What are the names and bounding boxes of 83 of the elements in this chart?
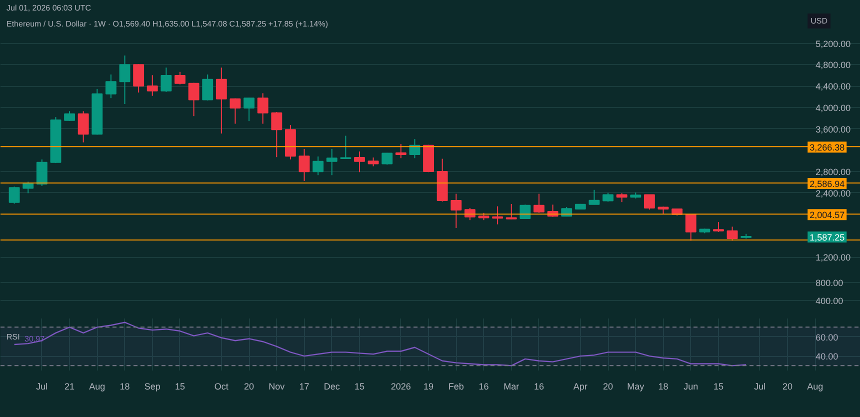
candlestick (506, 204, 517, 220)
candlestick (216, 67, 227, 134)
candlestick (244, 97, 255, 122)
candlestick (713, 222, 724, 232)
x-tick-label: Apr (573, 382, 588, 392)
ref-line-label: 2,004.57 (810, 210, 845, 220)
candlestick (36, 158, 48, 186)
candlestick (64, 110, 76, 122)
x-tick-label: Dec (324, 382, 340, 392)
y-tick-label: 1,200.00 (816, 252, 851, 263)
candlestick (312, 156, 324, 176)
y-tick-label: 400.00 (816, 296, 844, 306)
x-tick-label: Oct (214, 382, 229, 392)
x-tick-label: 17 (299, 382, 310, 392)
candlestick (133, 64, 144, 94)
candlestick (105, 74, 116, 99)
y-tick-label: 4,000.00 (816, 102, 851, 113)
text: Ethereum / U.S. Dollar · 1W · O1,569.40 H1,635.00 L1,547.08 C1,587.25 +17.85 (+1.14%) (6, 20, 328, 28)
x-tick-label: Nov (268, 382, 286, 392)
y-tick-label: 4,400.00 (816, 82, 851, 92)
x-tick-label: Sep (144, 382, 160, 392)
candlestick (8, 186, 20, 204)
candlestick (354, 151, 365, 173)
ref-line-label: 2,586.94 (810, 178, 845, 189)
candlestick (340, 135, 352, 160)
x-tick-label: 15 (713, 382, 724, 392)
candlestick (146, 74, 158, 96)
candlestick (257, 92, 268, 124)
x-tick-label: Aug (89, 382, 106, 392)
candlestick (588, 189, 600, 206)
candlestick (409, 138, 420, 159)
candlestick (492, 206, 504, 225)
annotation: USD (810, 16, 828, 26)
candlestick (395, 144, 406, 159)
candlestick (298, 148, 310, 182)
x-tick-label: Jul (754, 382, 766, 392)
y-tick-label: 40.00 (816, 352, 838, 362)
x-tick-label: 16 (534, 382, 544, 392)
candlestick (188, 82, 200, 117)
x-tick-label: 20 (244, 382, 254, 392)
x-tick-label: 18 (120, 382, 130, 392)
x-tick-label: Feb (448, 382, 464, 392)
candlestick (174, 71, 186, 85)
ref-line-label: 3,266.38 (810, 142, 845, 153)
x-tick-label: 21 (64, 382, 75, 392)
candlestick (685, 214, 696, 242)
y-tick-label: 5,200.00 (816, 38, 851, 49)
x-tick-label: 19 (424, 382, 434, 392)
x-tick-label: 20 (782, 382, 793, 392)
candlestick (382, 152, 393, 166)
candlestick (230, 98, 241, 124)
y-tick-label: 3,600.00 (816, 124, 851, 134)
candlestick (271, 111, 282, 158)
candlestick (726, 226, 738, 242)
annotation: 1,587.25 (810, 232, 845, 242)
candlestick (326, 148, 338, 176)
y-tick-label: 2,800.00 (816, 167, 851, 178)
candlestick (520, 204, 531, 220)
x-tick-label: Jun (684, 382, 698, 392)
x-tick-label: Aug (807, 382, 824, 392)
x-tick-label: 18 (658, 382, 668, 392)
y-tick-label: 2,400.00 (816, 188, 851, 198)
x-tick-label: 20 (603, 382, 614, 392)
x-tick-label: 15 (174, 382, 186, 392)
candlestick (119, 55, 130, 105)
text: RSI (6, 332, 20, 342)
x-tick-label: Jul (36, 382, 48, 392)
x-tick-label: 16 (478, 382, 489, 392)
annotation: Jul 01, 2026 06:03 UTC (6, 4, 92, 12)
y-tick-label: 800.00 (816, 278, 844, 288)
candlestick (534, 193, 544, 214)
y-tick-label: 60.00 (816, 332, 838, 342)
candlestick (644, 194, 655, 210)
x-tick-label: May (627, 382, 645, 392)
x-tick-label: 15 (354, 382, 364, 392)
candlestick (22, 181, 34, 194)
candlestick (160, 67, 172, 92)
candlestick (202, 74, 214, 101)
candlestick (78, 110, 89, 143)
x-tick-label: 2026 (390, 382, 411, 392)
x-tick-label: Mar (504, 382, 520, 392)
y-tick-label: 4,800.00 (816, 60, 851, 70)
candlestick (450, 193, 462, 228)
